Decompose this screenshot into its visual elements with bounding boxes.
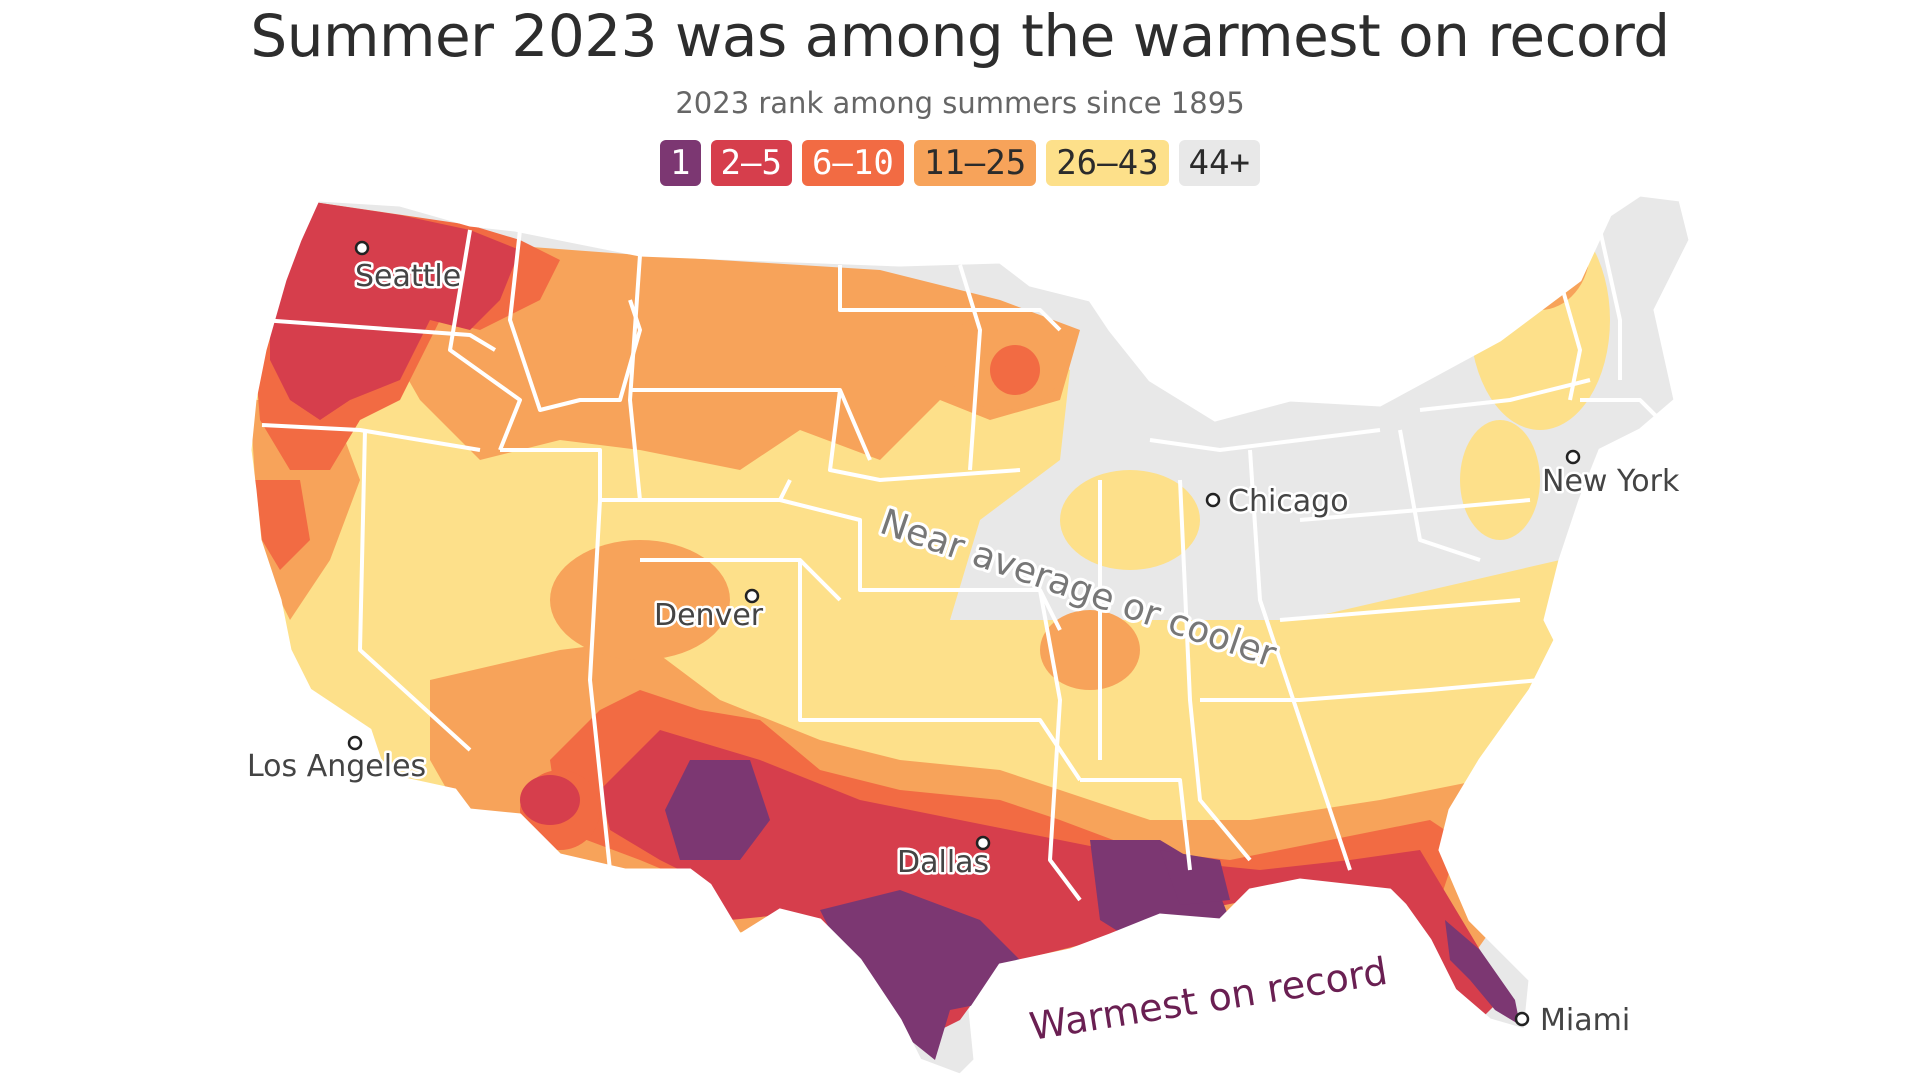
chart-title: Summer 2023 was among the warmest on rec… <box>250 2 1670 70</box>
legend-item-rank-1: 1 <box>660 140 701 186</box>
city-chicago: Chicago <box>1205 482 1351 522</box>
rank-regions <box>250 195 1690 1075</box>
legend-item-rank-26-43: 26–43 <box>1046 140 1169 186</box>
city-label-los-angeles: Los Angeles <box>247 749 426 784</box>
state-borders <box>261 229 1662 902</box>
city-marker-new-york <box>1565 449 1581 465</box>
city-marker-miami <box>1514 1011 1530 1027</box>
city-marker-seattle <box>354 240 370 256</box>
annotation-warmest-on-record: Warmest on record <box>1027 949 1391 1049</box>
city-label-new-york: New York <box>1542 464 1680 499</box>
city-miami: Miami <box>1514 1001 1633 1041</box>
city-denver: Denver <box>652 588 766 636</box>
city-los-angeles: Los Angeles <box>245 735 429 787</box>
city-new-york: New York <box>1540 449 1683 502</box>
city-dallas: Dallas <box>895 835 992 883</box>
city-marker-chicago <box>1205 492 1221 508</box>
city-markers: Seattle Los Angeles Denver Dallas Chicag… <box>245 240 1683 1041</box>
city-label-seattle: Seattle <box>355 259 461 294</box>
legend: 1 2–5 6–10 11–25 26–43 44+ <box>0 140 1920 186</box>
city-marker-dallas <box>975 835 991 851</box>
city-seattle: Seattle <box>353 240 464 297</box>
legend-item-rank-44-plus: 44+ <box>1178 140 1260 186</box>
city-marker-denver <box>744 588 760 604</box>
legend-item-rank-2-5: 2–5 <box>710 140 792 186</box>
legend-item-rank-6-10: 6–10 <box>801 140 904 186</box>
city-label-denver: Denver <box>654 598 764 633</box>
legend-item-rank-11-25: 11–25 <box>913 140 1037 186</box>
chart-subtitle: 2023 rank among summers since 1895 <box>675 86 1245 120</box>
city-label-chicago: Chicago <box>1228 484 1349 519</box>
city-marker-los-angeles <box>347 735 363 751</box>
city-label-miami: Miami <box>1540 1003 1630 1038</box>
city-label-dallas: Dallas <box>897 845 989 880</box>
